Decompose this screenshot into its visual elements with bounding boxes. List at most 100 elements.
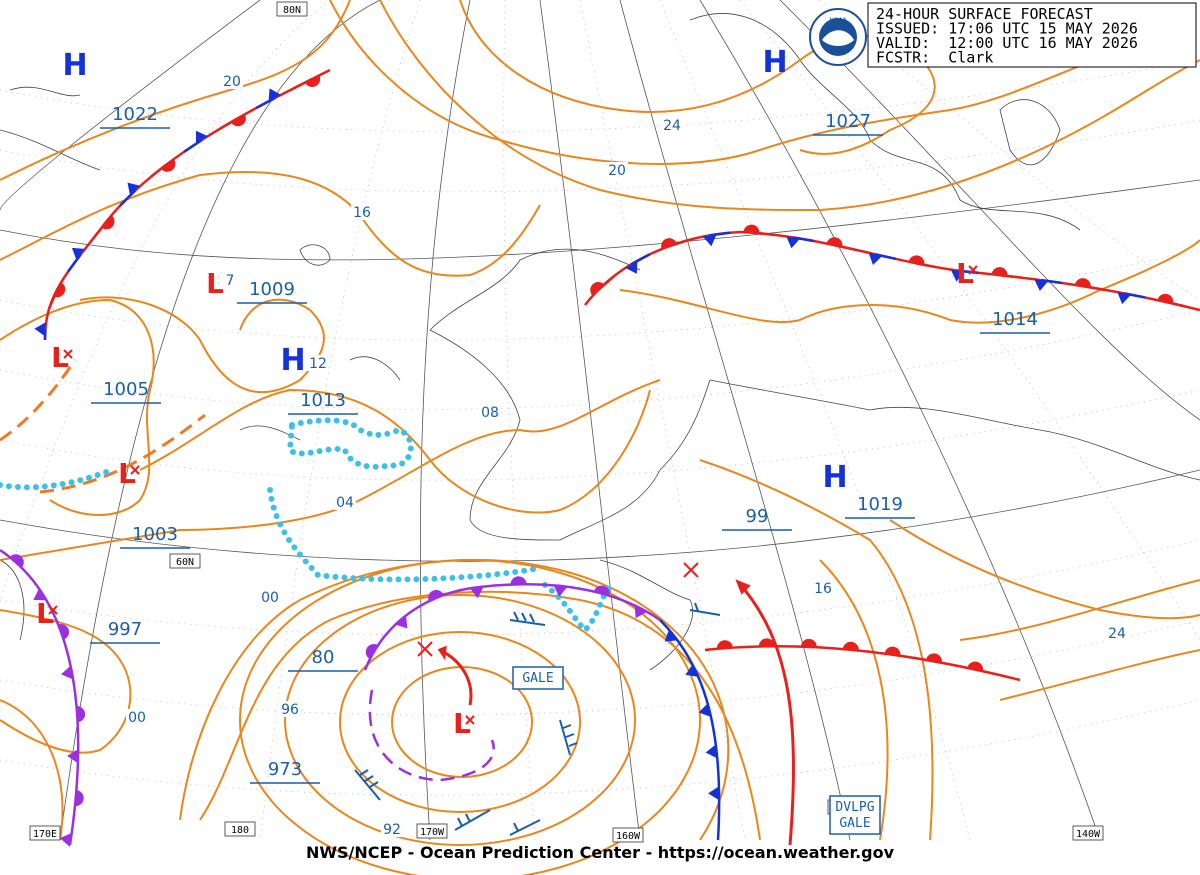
front-semicircle xyxy=(590,282,605,296)
front-symbol xyxy=(661,238,677,249)
front-semicircle xyxy=(161,158,176,172)
front-symbol xyxy=(967,661,984,672)
grid-label-box xyxy=(1072,825,1104,841)
pressure-label: 80 xyxy=(312,647,335,668)
front-semicircle xyxy=(800,638,817,648)
grid-label-box xyxy=(169,553,201,569)
front-symbol xyxy=(161,158,176,172)
front-triangle xyxy=(59,832,72,847)
low-symbol: L xyxy=(118,457,136,490)
front-segment xyxy=(1165,300,1187,308)
front-segment xyxy=(47,288,59,310)
front-segment xyxy=(999,273,1021,279)
front-symbol xyxy=(268,88,281,102)
isobar-label: 00 xyxy=(128,710,146,726)
pressure-label: 1009 xyxy=(249,279,295,300)
front-segment xyxy=(1082,284,1104,291)
front-triangle xyxy=(268,88,281,102)
ice-lines xyxy=(0,417,615,635)
header-box xyxy=(867,2,1197,68)
front-symbol xyxy=(469,586,484,599)
front-semicircle xyxy=(991,267,1008,277)
front-symbol xyxy=(74,790,84,807)
front-line xyxy=(659,619,721,841)
front-symbol xyxy=(800,638,817,648)
front-symbol xyxy=(1074,278,1091,288)
front-semicircle xyxy=(826,237,843,247)
front-symbol xyxy=(884,646,901,656)
front-triangle xyxy=(708,786,720,801)
front-symbol xyxy=(101,214,115,230)
front-symbol xyxy=(71,247,85,261)
low-symbol: L xyxy=(51,341,69,374)
front-semicircle xyxy=(74,790,84,807)
front-symbol xyxy=(708,786,720,801)
troughs xyxy=(0,359,206,494)
front-segment xyxy=(792,236,815,243)
warning-box xyxy=(829,795,881,835)
front-semicircle xyxy=(76,706,86,723)
isobar-label-bg xyxy=(221,73,243,89)
coastlines xyxy=(0,13,1200,671)
isobar-label: 24 xyxy=(1108,626,1126,642)
front-segment xyxy=(709,231,731,237)
front-symbol xyxy=(59,832,72,847)
pressure-label: 997 xyxy=(108,619,142,640)
warning-text: GALE xyxy=(522,671,553,686)
front-symbol xyxy=(34,322,46,337)
pressure-label: 1022 xyxy=(112,104,158,125)
front-symbol xyxy=(365,644,379,659)
front-symbol xyxy=(685,664,699,677)
front-symbol xyxy=(61,665,74,680)
grid-label-box xyxy=(276,1,308,17)
header-line: FCSTR: Clark xyxy=(876,49,993,67)
low-symbol: L xyxy=(453,707,471,740)
front-segment xyxy=(751,231,773,236)
isobar-label-bg xyxy=(479,404,501,420)
front-symbol xyxy=(826,237,843,247)
grid-label-box xyxy=(29,825,61,841)
front-symbol xyxy=(634,605,648,619)
front-symbol xyxy=(1157,293,1174,304)
front-semicircle xyxy=(842,641,859,651)
front-segment xyxy=(119,189,136,207)
front-triangle xyxy=(71,247,85,261)
pressure-label: 973 xyxy=(268,759,302,780)
front-segment xyxy=(1041,278,1063,285)
header-line: 24-HOUR SURFACE FORECAST xyxy=(876,5,1093,23)
front-semicircle xyxy=(510,576,527,585)
front-segment xyxy=(875,253,897,261)
front-triangle xyxy=(698,703,711,717)
front-line xyxy=(0,548,80,846)
high-symbol: H xyxy=(762,45,787,80)
front-segment xyxy=(916,262,938,269)
isobar-label-bg xyxy=(307,355,329,371)
grid-label: 160W xyxy=(616,831,641,842)
front-semicircle xyxy=(230,114,246,127)
front-symbol xyxy=(33,588,47,601)
footer: NWS/NCEP - Ocean Prediction Center - htt… xyxy=(306,843,895,862)
front-semicircle xyxy=(884,646,901,656)
logo-text: NOAA xyxy=(829,17,847,24)
front-semicircle xyxy=(926,653,942,663)
front-segment xyxy=(630,253,651,266)
grid-label: 180 xyxy=(231,825,249,836)
isobar-label-bg xyxy=(334,494,356,510)
front-symbol xyxy=(510,576,527,585)
front-semicircle xyxy=(908,255,925,265)
isobar-label-bg xyxy=(259,589,281,605)
pressure-label: 1003 xyxy=(132,524,178,545)
front-semicircle xyxy=(1074,278,1091,288)
front-segment xyxy=(255,97,276,110)
front-symbol xyxy=(950,269,965,282)
front-symbol xyxy=(698,703,711,717)
low-center xyxy=(465,715,475,725)
front-triangle xyxy=(553,585,568,597)
isobar-label: 04 xyxy=(336,495,354,511)
warning-box xyxy=(512,666,564,690)
front-symbol xyxy=(594,585,610,596)
front-symbol xyxy=(991,267,1008,277)
front-triangle xyxy=(395,615,408,629)
